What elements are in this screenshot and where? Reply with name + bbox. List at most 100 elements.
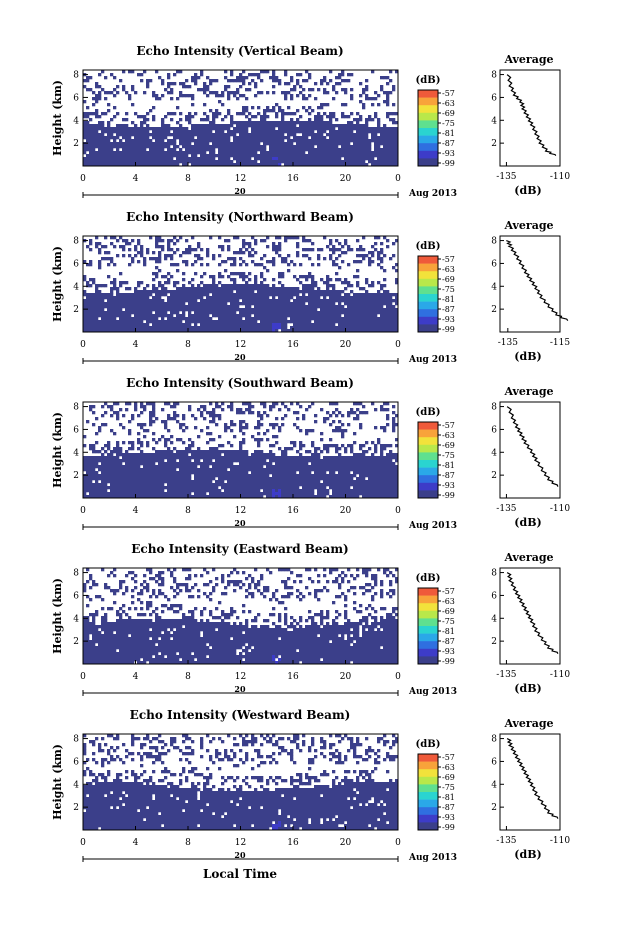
y-tick-label: 6 xyxy=(73,259,79,269)
heatmap-cell xyxy=(281,462,285,466)
heatmap-cell xyxy=(119,284,123,288)
heatmap-cell xyxy=(173,320,177,324)
heatmap-cell xyxy=(287,151,291,155)
heatmap-cell xyxy=(245,462,249,466)
heatmap-cell xyxy=(206,329,210,333)
heatmap-cell xyxy=(149,402,153,406)
heatmap-cell xyxy=(179,160,183,164)
heatmap-cell xyxy=(218,417,222,421)
heatmap-cell xyxy=(383,254,387,258)
heatmap-cell xyxy=(173,284,177,288)
heatmap-cell xyxy=(110,293,114,297)
heatmap-cell xyxy=(335,154,339,158)
heatmap-cell xyxy=(254,145,258,149)
heatmap-cell xyxy=(374,302,378,306)
heatmap-cell xyxy=(176,136,180,140)
heatmap-cell xyxy=(296,139,300,143)
heatmap-cell xyxy=(86,284,90,288)
heatmap-cell xyxy=(206,293,210,297)
heatmap-cell xyxy=(236,408,240,412)
heatmap-cell xyxy=(365,278,369,282)
heatmap-cell xyxy=(296,254,300,258)
heatmap-cell xyxy=(206,94,210,98)
heatmap-cell xyxy=(365,154,369,158)
heatmap-cell xyxy=(251,326,255,330)
heatmap-cell xyxy=(314,157,318,161)
heatmap-cell xyxy=(269,139,273,143)
heatmap-cell xyxy=(263,296,267,300)
heatmap-cell xyxy=(149,320,153,324)
heatmap-cell xyxy=(293,311,297,315)
heatmap-cell xyxy=(311,299,315,303)
heatmap-cell xyxy=(326,133,330,137)
heatmap-cell xyxy=(284,447,288,451)
heatmap-cell xyxy=(239,151,243,155)
heatmap-cell xyxy=(341,160,345,164)
heatmap-cell xyxy=(119,281,123,285)
heatmap-cell xyxy=(209,160,213,164)
heatmap-cell xyxy=(290,127,294,131)
heatmap-cell xyxy=(383,100,387,104)
heatmap-cell xyxy=(179,423,183,427)
heatmap-cell xyxy=(146,118,150,122)
heatmap-cell xyxy=(122,311,126,315)
heatmap-cell xyxy=(83,311,87,315)
heatmap-cell xyxy=(341,139,345,143)
heatmap-cell xyxy=(230,320,234,324)
heatmap-cell xyxy=(305,124,309,128)
heatmap-cell xyxy=(281,145,285,149)
heatmap-cell xyxy=(284,465,288,469)
heatmap-cell xyxy=(257,314,261,318)
heatmap-cell xyxy=(185,130,189,134)
heatmap-cell xyxy=(128,296,132,300)
heatmap-cell xyxy=(317,130,321,134)
heatmap-cell xyxy=(263,148,267,152)
heatmap-cell xyxy=(218,317,222,321)
heatmap-cell xyxy=(197,311,201,315)
heatmap-cell xyxy=(389,453,393,457)
heatmap-cell xyxy=(299,311,303,315)
heatmap-cell xyxy=(95,139,99,143)
heatmap-cell xyxy=(260,414,264,418)
heatmap-cell xyxy=(251,456,255,460)
heatmap-cell xyxy=(356,408,360,412)
heatmap-cell xyxy=(353,133,357,137)
heatmap-cell xyxy=(281,468,285,472)
heatmap-cell xyxy=(203,311,207,315)
heatmap-cell xyxy=(218,130,222,134)
heatmap-cell xyxy=(167,317,171,321)
heatmap-cell xyxy=(266,91,270,95)
heatmap-cell xyxy=(182,127,186,131)
heatmap-cell xyxy=(329,257,333,261)
heatmap-cell xyxy=(137,459,141,463)
heatmap-cell xyxy=(230,163,234,167)
heatmap-cell xyxy=(86,323,90,327)
heatmap-cell xyxy=(176,456,180,460)
heatmap-cell xyxy=(227,441,231,445)
heatmap-cell xyxy=(281,293,285,297)
heatmap-cell xyxy=(335,148,339,152)
heatmap-cell xyxy=(296,73,300,77)
heatmap-cell xyxy=(185,251,189,255)
heatmap-cell xyxy=(86,127,90,131)
heatmap-cell xyxy=(143,311,147,315)
heatmap-cell xyxy=(176,160,180,164)
heatmap-cell xyxy=(221,408,225,412)
heatmap-cell xyxy=(260,293,264,297)
heatmap-cell xyxy=(392,453,396,457)
heatmap-cell xyxy=(329,70,333,74)
heatmap-cell xyxy=(179,91,183,95)
heatmap-cell xyxy=(221,275,225,279)
heatmap-cell xyxy=(140,441,144,445)
heatmap-cell xyxy=(242,160,246,164)
heatmap-cell xyxy=(137,160,141,164)
heatmap-cell xyxy=(287,329,291,333)
heatmap-cell xyxy=(242,133,246,137)
heatmap-cell xyxy=(296,302,300,306)
heatmap-cell xyxy=(260,79,264,83)
heatmap-title: Echo Intensity (Vertical Beam) xyxy=(136,44,343,58)
heatmap-cell xyxy=(170,239,174,243)
heatmap-cell xyxy=(128,263,132,267)
heatmap-cell xyxy=(224,76,228,80)
heatmap-cell xyxy=(251,115,255,119)
